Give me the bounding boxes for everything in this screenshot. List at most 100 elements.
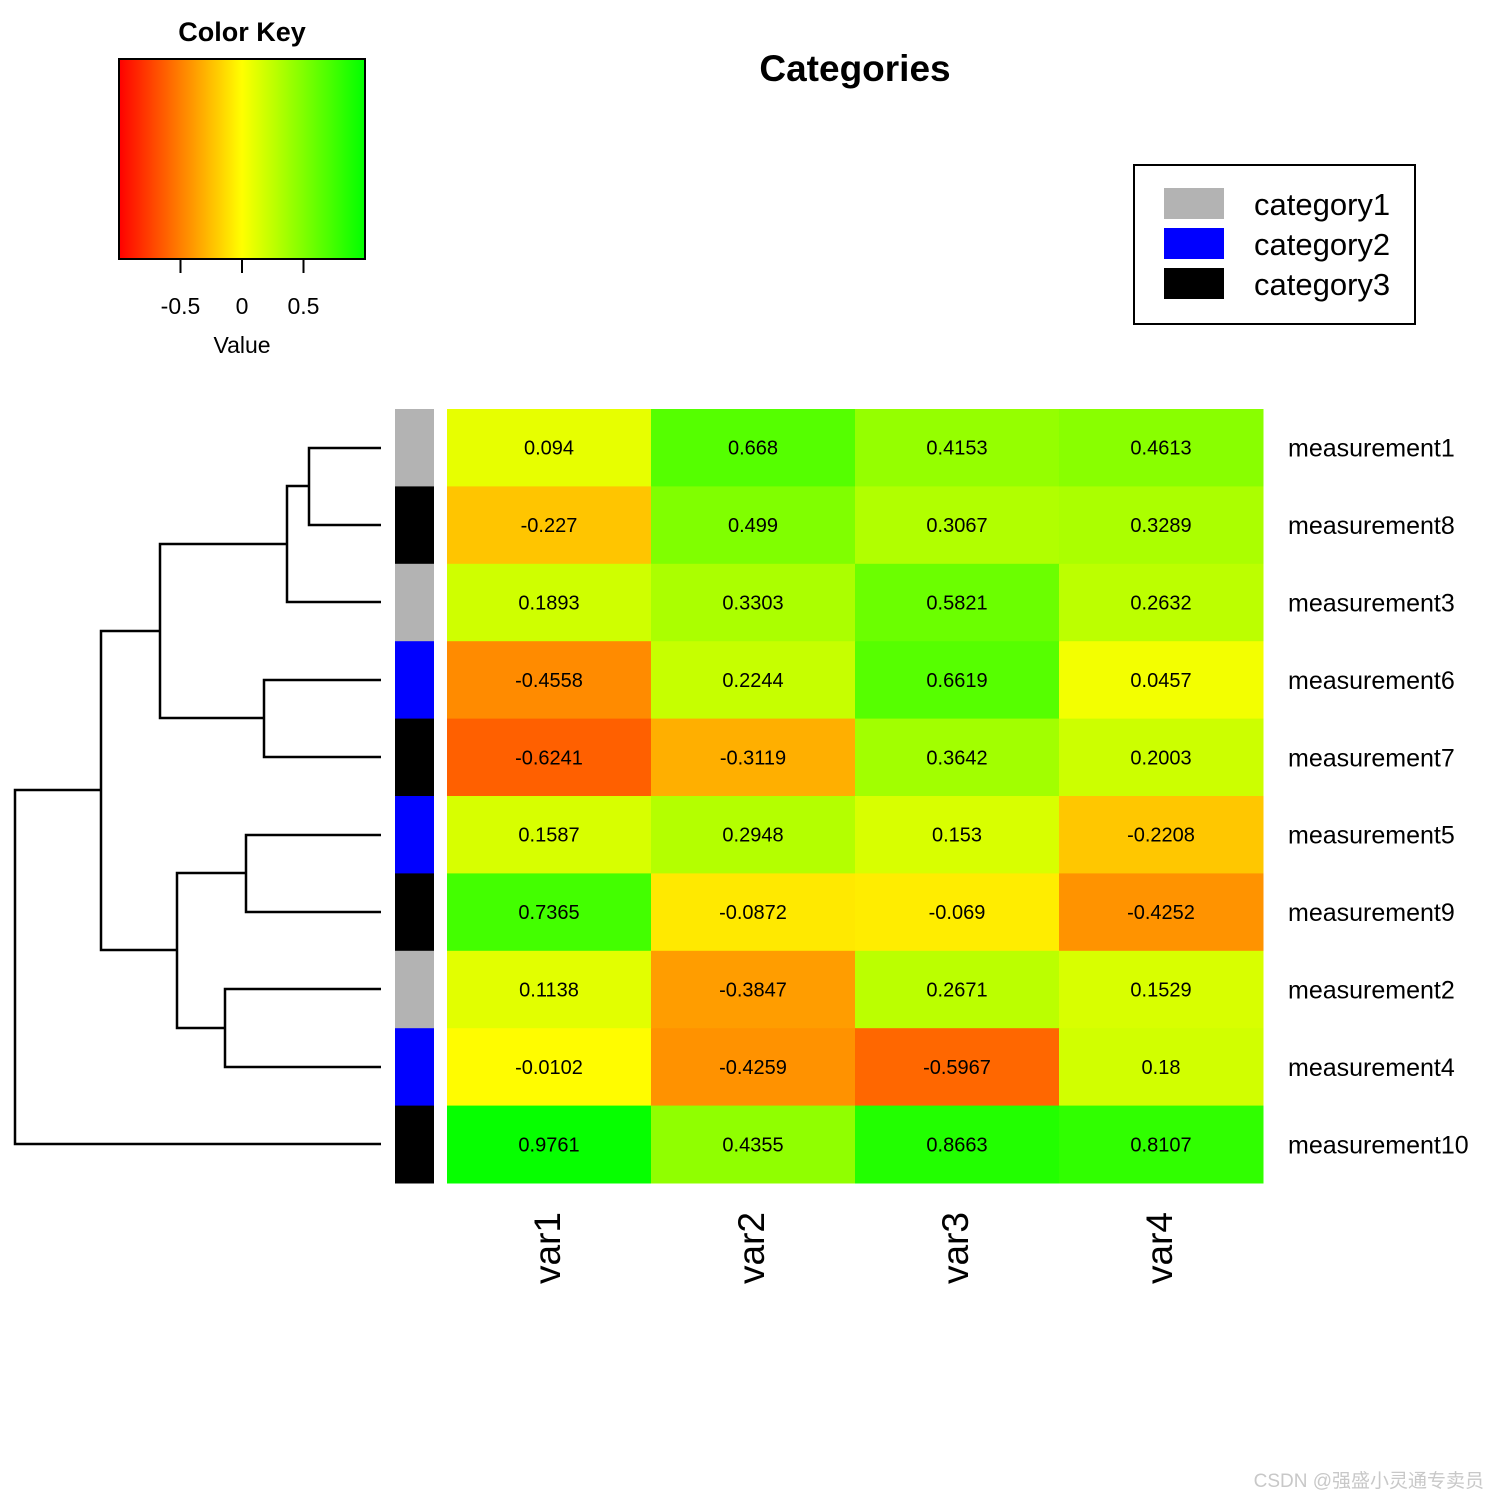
chart-title: Categories — [759, 48, 950, 89]
cell-value-label: -0.4558 — [515, 670, 583, 692]
heatmap-cell — [651, 641, 856, 720]
legend-entries: category1 category2 category3 — [1164, 187, 1390, 302]
cell-value-label: 0.1529 — [1130, 980, 1191, 1002]
dendrogram-branch — [307, 446, 381, 527]
cell-value-label: 0.4355 — [722, 1134, 783, 1156]
heatmap-cell — [855, 1105, 1060, 1184]
cell-value-label: -0.2208 — [1127, 825, 1195, 847]
heatmap-cell — [855, 486, 1060, 565]
cell-value-label: 0.2671 — [926, 980, 987, 1002]
cell-value-label: 0.499 — [728, 515, 778, 537]
color-key-ticks: -0.5 0 0.5 — [161, 259, 319, 319]
color-key-tick-label: 0 — [236, 293, 249, 319]
color-key-xlabel: Value — [213, 332, 270, 358]
heatmap-cell — [855, 950, 1060, 1029]
row-label: measurement4 — [1288, 1054, 1455, 1082]
cell-value-label: 0.3303 — [722, 593, 783, 615]
side-color-measurement6 — [395, 641, 434, 720]
row-label: measurement3 — [1288, 590, 1455, 618]
heatmap-cell — [447, 486, 652, 565]
heatmap-cell — [855, 563, 1060, 642]
row-label: measurement8 — [1288, 512, 1455, 540]
row-label: measurement5 — [1288, 822, 1455, 850]
color-key: Color Key -0.5 0 0.5 Value — [118, 17, 366, 358]
legend-label: category1 — [1254, 187, 1390, 222]
side-color-measurement1 — [395, 409, 434, 487]
heatmap-cell — [447, 409, 652, 487]
side-color-measurement7 — [395, 718, 434, 797]
watermark: CSDN @强盛小灵通专卖员 — [1254, 1470, 1484, 1492]
heatmap-cell — [855, 718, 1060, 797]
heatmap-cell — [447, 641, 652, 720]
cell-value-label: 0.9761 — [518, 1134, 579, 1156]
heatmap-cell — [1059, 1105, 1264, 1184]
legend-label: category3 — [1254, 267, 1390, 302]
cell-value-label: 0.8663 — [926, 1134, 987, 1156]
column-label: var3 — [935, 1212, 976, 1284]
cell-value-label: 0.0457 — [1130, 670, 1191, 692]
cell-value-label: 0.4613 — [1130, 438, 1191, 460]
legend: category1 category2 category3 — [1133, 164, 1416, 325]
row-label: measurement1 — [1288, 435, 1455, 463]
row-label: measurement10 — [1288, 1131, 1469, 1159]
row-labels: measurement1 measurement8 measurement3 meas… — [1288, 435, 1469, 1160]
cell-value-label: 0.5821 — [926, 593, 987, 615]
legend-swatch — [1164, 228, 1224, 259]
column-label: var2 — [731, 1212, 772, 1284]
cell-value-label: -0.0872 — [719, 902, 787, 924]
cell-value-label: 0.1587 — [518, 825, 579, 847]
heatmap-cell — [1059, 563, 1264, 642]
cell-value-label: 0.1138 — [519, 980, 579, 1002]
heatmap-cell — [651, 1028, 856, 1107]
side-color-measurement3 — [395, 563, 434, 642]
heatmap-cell — [447, 796, 652, 874]
cell-value-label: 0.668 — [728, 438, 778, 460]
heatmap-cell — [651, 718, 856, 797]
heatmap-cell — [855, 873, 1060, 952]
heatmap-cell — [1059, 1028, 1264, 1107]
cell-value-label: 0.1893 — [518, 593, 579, 615]
row-label: measurement9 — [1288, 899, 1455, 927]
cell-value-label: 0.18 — [1142, 1057, 1181, 1079]
heatmap-cell — [1059, 796, 1264, 874]
dendrogram-branch — [244, 833, 381, 914]
cell-value-label: -0.3119 — [720, 747, 786, 769]
row-label: measurement7 — [1288, 744, 1455, 772]
heatmap-cell — [447, 1105, 652, 1184]
row-label: measurement6 — [1288, 667, 1455, 695]
dendrogram-branch — [13, 788, 381, 1146]
side-color-measurement5 — [395, 796, 434, 874]
cell-value-label: 0.2003 — [1130, 747, 1191, 769]
dendrogram-branch — [285, 484, 381, 604]
heatmap-cell — [1059, 409, 1264, 487]
dendrogram-branch — [99, 629, 177, 952]
cell-value-label: 0.3067 — [926, 515, 987, 537]
color-key-title: Color Key — [178, 17, 306, 47]
legend-swatch — [1164, 268, 1224, 299]
color-key-tick-label: -0.5 — [161, 293, 201, 319]
heatmap-cell — [651, 873, 856, 952]
heatmap-cell — [651, 950, 856, 1029]
row-dendrogram — [13, 446, 381, 1146]
heatmap-cell — [447, 718, 652, 797]
row-side-colors — [395, 409, 434, 1184]
cell-value-label: -0.4252 — [1127, 902, 1195, 924]
cell-value-label: 0.094 — [524, 438, 574, 460]
cell-value-label: 0.7365 — [518, 902, 579, 924]
dendrogram-branch — [223, 987, 381, 1069]
cell-value-label: 0.6619 — [926, 670, 987, 692]
side-color-measurement9 — [395, 873, 434, 952]
heatmap-cell — [1059, 718, 1264, 797]
cell-value-label: 0.2244 — [722, 670, 783, 692]
cell-value-label: 0.3289 — [1130, 515, 1191, 537]
row-label: measurement2 — [1288, 977, 1455, 1005]
heatmap-cell — [447, 563, 652, 642]
cell-value-label: -0.069 — [929, 902, 986, 924]
heatmap-cell — [447, 873, 652, 952]
cell-value-label: -0.227 — [521, 515, 578, 537]
heatmap-cell — [855, 796, 1060, 874]
side-color-measurement4 — [395, 1028, 434, 1107]
column-labels: var1 var2 var3 var4 — [527, 1212, 1180, 1284]
heatmap-cell — [651, 486, 856, 565]
heatmap-cell — [447, 950, 652, 1029]
